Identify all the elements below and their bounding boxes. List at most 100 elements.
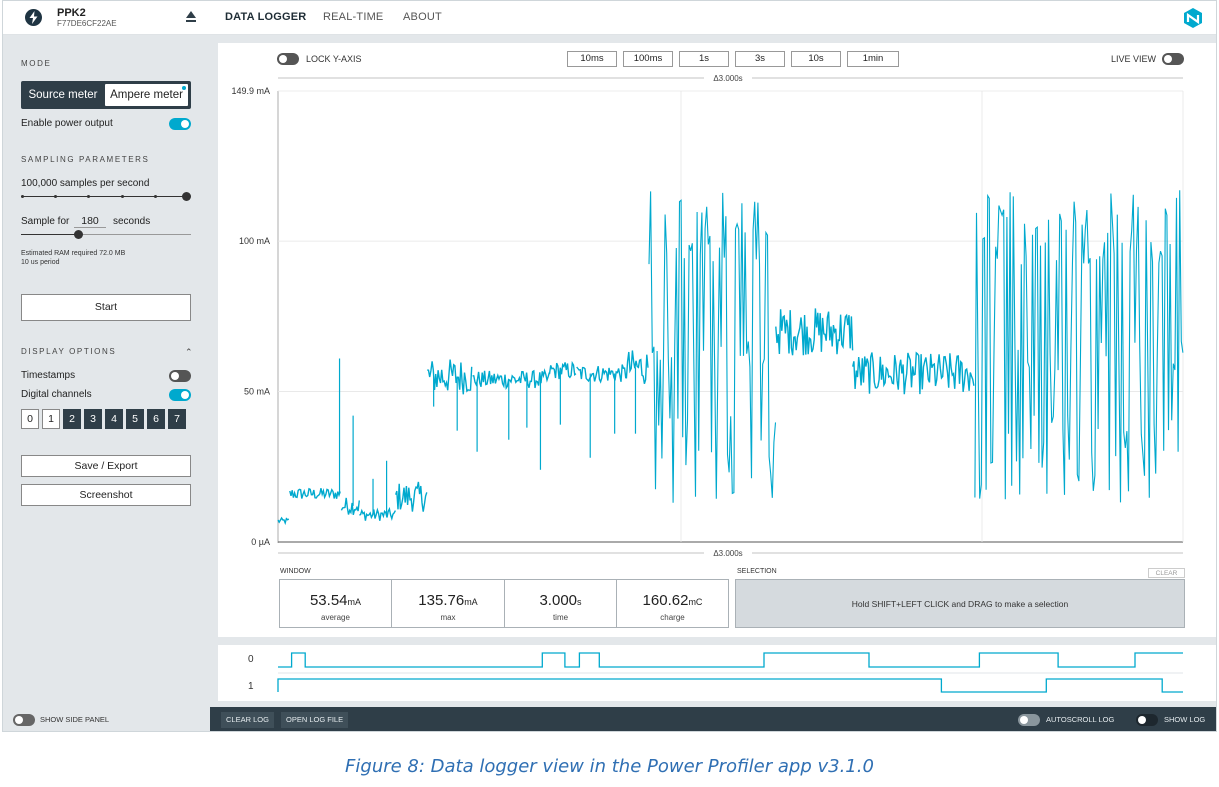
stat-average-unit: mA [347,597,362,607]
channel-4-checkbox[interactable]: 4 [105,409,123,429]
digital-traces [277,652,1183,693]
enable-power-label: Enable power output [21,118,113,129]
trace-segment [427,359,473,395]
autoscroll-log-label: AUTOSCROLL LOG [1046,715,1115,724]
ampere-meter-button[interactable]: Ampere meter [105,84,188,106]
figure-caption: Figure 8: Data logger view in the Power … [345,756,874,777]
lock-y-axis-label: LOCK Y-AXIS [306,54,362,64]
span-label-bottom: Δ3.000s [713,549,742,558]
current-chart[interactable]: Δ3.000s Δ3.000s 149.9 mA 100 mA 50 mA 0 µA [218,43,1217,573]
clear-selection-button[interactable]: CLEAR [1148,568,1185,578]
show-log-label: SHOW LOG [1164,715,1206,724]
digital-channel-trace [278,652,1183,668]
eject-icon[interactable] [185,10,197,24]
show-log-toggle[interactable] [1136,714,1158,726]
stat-max-label: max [440,613,456,622]
zoom-100ms-button[interactable]: 100ms [623,51,673,67]
tab-real-time[interactable]: REAL-TIME [323,11,384,23]
trace-segment [625,350,649,384]
mode-toggle[interactable]: Source meter Ampere meter [21,81,191,109]
live-view-label: LIVE VIEW [1111,54,1157,64]
selection-area[interactable]: Hold SHIFT+LEFT CLICK and DRAG to make a… [735,579,1185,628]
channel-2-checkbox[interactable]: 2 [63,409,81,429]
trace-segment [472,368,551,391]
stat-average: 53.54mA average [279,579,392,628]
trace-segment [576,364,627,384]
zoom-10s-button[interactable]: 10s [791,51,841,67]
stat-charge: 160.62mC charge [616,579,729,628]
y-tick-label: 0 µA [251,537,270,547]
timestamps-toggle[interactable] [169,370,191,382]
stat-max: 135.76mA max [391,579,505,628]
channel-7-checkbox[interactable]: 7 [168,409,186,429]
trace-segment [974,190,1184,503]
trace-segment [852,351,975,395]
channel-3-checkbox[interactable]: 3 [84,409,102,429]
lock-y-axis-toggle[interactable] [277,53,299,65]
open-log-file-button[interactable]: OPEN LOG FILE [281,712,349,728]
device-name[interactable]: PPK2 [57,7,86,19]
trace-segment [289,487,341,500]
y-ticks: 149.9 mA 100 mA 50 mA 0 µA [231,86,270,547]
source-meter-button[interactable]: Source meter [28,89,98,101]
trace-segment [648,191,777,503]
stat-time-unit: s [577,597,582,607]
digital-channel-1-label: 1 [248,681,254,692]
sample-for-label: Sample for [21,216,70,227]
digital-channels-panel: 0 1 [218,645,1217,701]
collapse-icon[interactable]: ⌃ [185,347,193,357]
autoscroll-log-toggle[interactable] [1018,714,1040,726]
stat-average-label: average [321,613,350,622]
tab-about[interactable]: ABOUT [403,11,442,23]
timestamps-label: Timestamps [21,370,76,381]
trace-segment [359,506,397,522]
trace-segment [775,308,854,356]
channel-6-checkbox[interactable]: 6 [147,409,165,429]
stat-time: 3.000s time [504,579,617,628]
zoom-1min-button[interactable]: 1min [847,51,899,67]
channel-0-checkbox[interactable]: 0 [21,409,39,429]
digital-channel-0-label: 0 [248,654,254,665]
live-view-toggle[interactable] [1162,53,1184,65]
zoom-1s-button[interactable]: 1s [679,51,729,67]
duration-slider-handle[interactable] [74,230,83,239]
start-button[interactable]: Start [21,294,191,321]
footer-left: SHOW SIDE PANEL [3,707,210,731]
stat-time-value: 3.000 [539,592,578,609]
enable-power-toggle[interactable] [169,118,191,130]
lightning-icon[interactable] [25,9,42,26]
sample-duration-input[interactable]: 180 [74,215,106,228]
current-trace [277,190,1184,526]
main-area: LOCK Y-AXIS 10ms 100ms 1s 3s 10s 1min LI… [210,35,1217,707]
zoom-3s-button[interactable]: 3s [735,51,785,67]
digital-channels-chart[interactable]: 0 1 [218,645,1217,701]
y-tick-label: 100 mA [239,236,270,246]
header: PPK2 F77DE6CF22AE DATA LOGGER REAL-TIME … [3,1,1216,35]
trace-segment [277,516,290,526]
digital-channels-toggle[interactable] [169,389,191,401]
stat-charge-label: charge [660,613,685,622]
stat-average-value: 53.54 [309,592,348,609]
channel-1-checkbox[interactable]: 1 [42,409,60,429]
span-label-top: Δ3.000s [713,74,742,83]
channel-5-checkbox[interactable]: 5 [126,409,144,429]
window-heading: WINDOW [280,568,311,575]
ampere-meter-label: Ampere meter [110,89,183,101]
sample-period: 10 us period [21,259,60,266]
show-side-panel-toggle[interactable] [13,714,35,726]
tab-data-logger[interactable]: DATA LOGGER [225,11,307,23]
clear-log-button[interactable]: CLEAR LOG [221,712,274,728]
samples-slider-handle[interactable] [182,192,191,201]
zoom-10ms-button[interactable]: 10ms [567,51,617,67]
device-serial[interactable]: F77DE6CF22AE [57,19,117,28]
stat-max-unit: mA [464,597,478,607]
selection-heading: SELECTION [737,568,777,575]
y-tick-label: 50 mA [244,387,270,397]
stat-max-value: 135.76 [418,592,465,609]
screenshot-button[interactable]: Screenshot [21,484,191,506]
chart-card: LOCK Y-AXIS 10ms 100ms 1s 3s 10s 1min LI… [218,43,1217,637]
footer: SHOW SIDE PANEL CLEAR LOG OPEN LOG FILE … [3,707,1216,731]
save-export-button[interactable]: Save / Export [21,455,191,477]
side-panel: MODE Source meter Ampere meter Enable po… [3,35,210,707]
y-tick-label: 149.9 mA [231,86,270,96]
